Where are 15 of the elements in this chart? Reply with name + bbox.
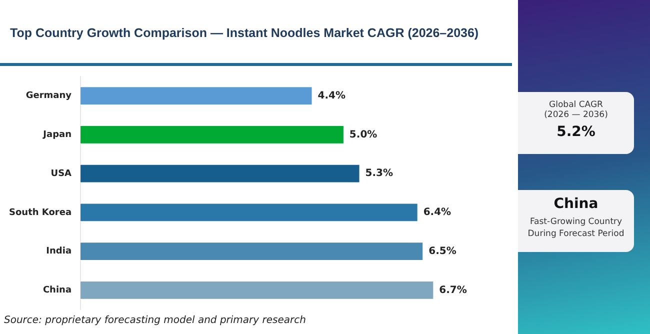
chart-title: Top Country Growth Comparison — Instant Noodles Market CAGR (2026–2036) bbox=[10, 26, 479, 40]
side-panel: Global CAGR (2026 — 2036) 5.2% China Fast-Growing Country During Forecast Period bbox=[518, 0, 650, 334]
y-tick-label: India bbox=[46, 246, 72, 257]
y-tick-label: USA bbox=[50, 168, 72, 179]
y-tick-label: Japan bbox=[42, 130, 72, 140]
data-label: 6.7% bbox=[439, 284, 467, 296]
y-tick-label: South Korea bbox=[9, 208, 72, 218]
source-note: Source: proprietary forecasting model and primary research bbox=[4, 315, 306, 326]
data-label: 4.4% bbox=[318, 90, 346, 102]
data-label: 5.0% bbox=[349, 129, 378, 140]
data-label: 6.4% bbox=[423, 207, 452, 218]
data-label: 6.5% bbox=[428, 246, 456, 257]
data-label: 5.3% bbox=[365, 168, 394, 180]
y-tick-label: China bbox=[42, 286, 72, 296]
y-tick-label: Germany bbox=[26, 91, 72, 102]
